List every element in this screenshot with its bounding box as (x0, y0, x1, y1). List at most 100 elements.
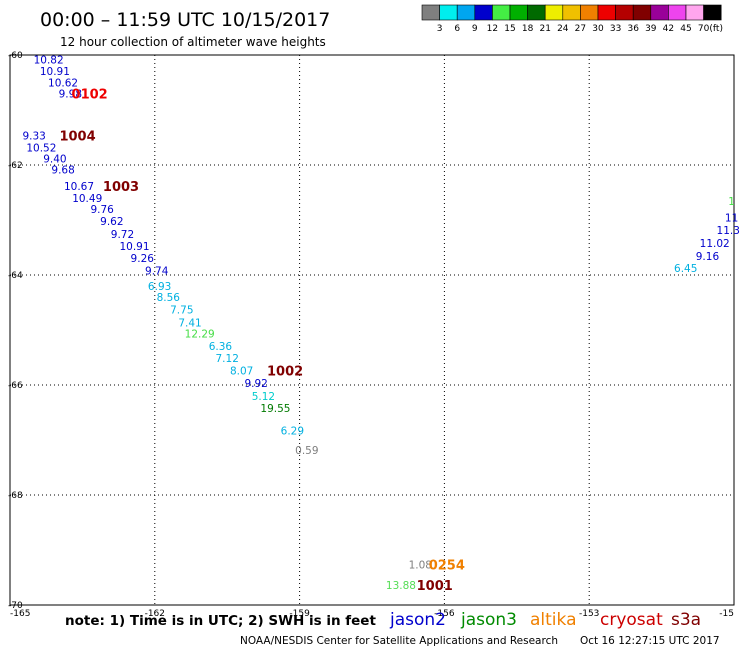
colorbar-label: 12 (487, 24, 498, 34)
satellite-legend-jason2: jason2 (389, 610, 446, 630)
colorbar-legend: 3 6 9 12 15 18 21 24 27 30 33 36 39 42 45 70 (ft) (421, 4, 723, 34)
colorbar-label: 33 (610, 24, 621, 34)
colorbar-swatch (456, 4, 476, 21)
colorbar-label: 18 (522, 24, 534, 34)
x-tick-label: -165 (10, 609, 30, 619)
colorbar-swatch (509, 4, 528, 21)
satellite-legend-s3a: s3a (671, 610, 701, 630)
wave-height-label: 1.08 (409, 559, 432, 571)
x-tick-label: -15 (719, 609, 734, 619)
wave-height-label: 7.41 (178, 317, 201, 329)
wave-height-label: 0.59 (295, 445, 318, 457)
wave-height-label: 11.36 (717, 225, 740, 237)
satellite-legend-jason3: jason3 (460, 610, 517, 630)
colorbar-swatch (597, 4, 616, 21)
colorbar-unit: (ft) (709, 24, 723, 34)
wave-height-label: 9.40 (43, 153, 66, 165)
wave-height-label: 9.76 (90, 204, 114, 216)
wave-height-label: 5.12 (252, 391, 275, 403)
pass-id-label: 0102 (72, 88, 108, 103)
wave-height-label: 6.93 (148, 281, 171, 293)
colorbar-label: 70 (698, 24, 710, 34)
colorbar-label: 24 (557, 24, 569, 34)
wave-height-label: 10.62 (48, 78, 78, 90)
pass-id-label: 1004 (59, 129, 95, 144)
pass-labels: 0102 1004 1003 1002 0254 1001 (59, 88, 464, 595)
wave-height-label: 6.45 (674, 263, 697, 275)
footer-note: note: 1) Time is in UTC; 2) SWH is in fe… (65, 613, 376, 629)
x-tick-label: -153 (579, 609, 599, 619)
wave-height-label: 9.72 (111, 229, 134, 241)
wave-height-label: 9.33 (22, 130, 45, 142)
pass-id-label: 1002 (267, 365, 303, 380)
wave-height-label: 9.92 (244, 378, 267, 390)
y-tick-label: -64 (8, 271, 23, 281)
colorbar-label: 45 (680, 24, 691, 34)
wave-height-label: 9.62 (100, 216, 123, 228)
colorbar-label: 9 (472, 24, 478, 34)
colorbar-swatch (632, 4, 652, 21)
wave-height-label: 9.68 (51, 164, 74, 176)
colorbar-swatch (474, 4, 493, 21)
chart-title: 00:00 – 11:59 UTC 10/15/2017 (40, 9, 330, 31)
satellite-legend: jason2 jason3 altika cryosat s3a (389, 610, 701, 630)
wave-height-label: 9.16 (696, 251, 720, 263)
wave-height-label: 12.29 (185, 328, 215, 340)
colorbar-label: 42 (663, 24, 674, 34)
wave-height-label: 13.88 (386, 580, 416, 592)
satellite-legend-cryosat: cryosat (600, 610, 663, 630)
wave-height-label: 11 (725, 212, 738, 224)
wave-height-label: 10.91 (119, 241, 149, 253)
y-tick-label: -68 (8, 491, 23, 501)
plot-frame (9, 54, 735, 606)
wave-height-label: 10.91 (40, 66, 70, 78)
colorbar-swatch (703, 4, 722, 21)
colorbar-label: 21 (539, 24, 550, 34)
wave-height-label: 10.67 (64, 181, 94, 193)
wave-height-label: 7.12 (216, 353, 239, 365)
wave-height-label: 9.74 (145, 266, 169, 278)
x-tick-label: -156 (434, 609, 455, 619)
colorbar-swatch (685, 4, 704, 21)
x-tick-label: -159 (289, 609, 310, 619)
pass-id-label: 1003 (103, 180, 139, 195)
wave-height-label: 1 (728, 196, 735, 208)
wave-height-label: 8.56 (157, 292, 181, 304)
colorbar-label: 39 (645, 24, 657, 34)
wave-height-label: 19.55 (260, 403, 290, 415)
wave-height-label: 10.52 (26, 142, 56, 154)
colorbar-swatch (492, 4, 511, 21)
colorbar-swatch (580, 4, 599, 21)
colorbar-swatch (668, 4, 687, 21)
timestamp-text: Oct 16 12:27:15 UTC 2017 (580, 635, 720, 647)
colorbar-label: 6 (454, 24, 460, 34)
colorbar-label: 27 (575, 24, 586, 34)
satellite-legend-altika: altika (530, 610, 577, 630)
wave-height-label: 10.82 (34, 54, 64, 66)
pass-id-label: 1001 (417, 579, 453, 594)
colorbar-label: 36 (627, 24, 639, 34)
chart-subtitle: 12 hour collection of altimeter wave hei… (60, 35, 326, 49)
colorbar-label: 3 (437, 24, 443, 34)
wave-height-label: 6.36 (209, 341, 233, 353)
credit-text: NOAA/NESDIS Center for Satellite Applica… (240, 635, 558, 647)
x-tick-label: -162 (145, 609, 165, 619)
wave-height-label: 6.29 (281, 426, 304, 438)
colorbar-swatch (544, 4, 564, 21)
wave-height-label: 9.98 (59, 89, 82, 101)
wave-height-label: 8.07 (230, 366, 253, 378)
colorbar-swatch (650, 4, 669, 21)
wave-height-label: 10.49 (72, 193, 102, 205)
colorbar-swatch (527, 4, 546, 21)
colorbar-swatch (615, 4, 634, 21)
colorbar-label: 15 (504, 24, 515, 34)
pass-id-label: 0254 (429, 558, 465, 573)
wave-height-label: 11.02 (700, 238, 730, 250)
colorbar-swatch (562, 4, 581, 21)
y-tick-label: -62 (8, 161, 23, 171)
data-points: 10.8210.9110.629.989.3310.529.409.6810.6… (22, 54, 740, 592)
grid-lines (10, 55, 734, 605)
y-tick-label: -60 (8, 51, 23, 61)
axis-ticks: -165 -162 -159 -156 -153 -15 -60 -62 -64 -66 -68 -7… (8, 51, 734, 619)
